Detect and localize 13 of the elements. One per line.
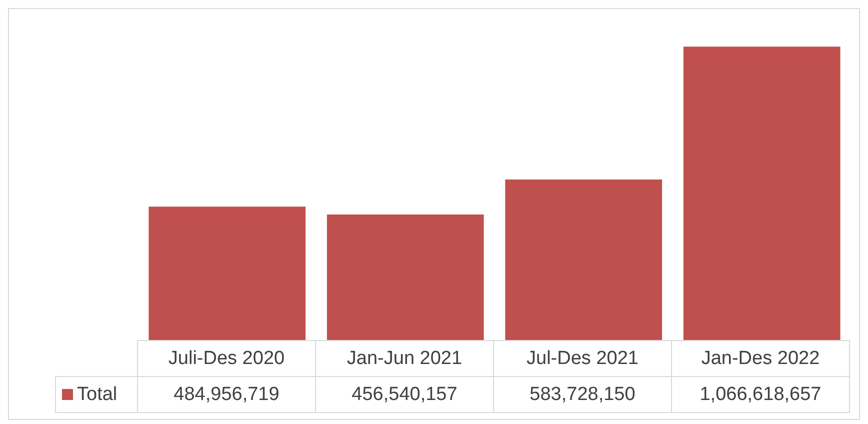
bar bbox=[326, 214, 484, 340]
bar bbox=[148, 206, 306, 340]
data-label: 1,066,618,657 bbox=[672, 376, 850, 412]
data-label: 583,728,150 bbox=[494, 376, 672, 412]
x-tick-label: Jan-Des 2022 bbox=[672, 340, 850, 376]
x-tick-label: Jan-Jun 2021 bbox=[316, 340, 494, 376]
data-label: 484,956,719 bbox=[138, 376, 316, 412]
legend-label: Total bbox=[56, 376, 138, 412]
bar bbox=[683, 46, 840, 340]
data-label: 456,540,157 bbox=[316, 376, 494, 412]
x-tick-label: Jul-Des 2021 bbox=[494, 340, 672, 376]
x-tick-label: Juli-Des 2020 bbox=[138, 340, 316, 376]
bar bbox=[505, 179, 662, 340]
